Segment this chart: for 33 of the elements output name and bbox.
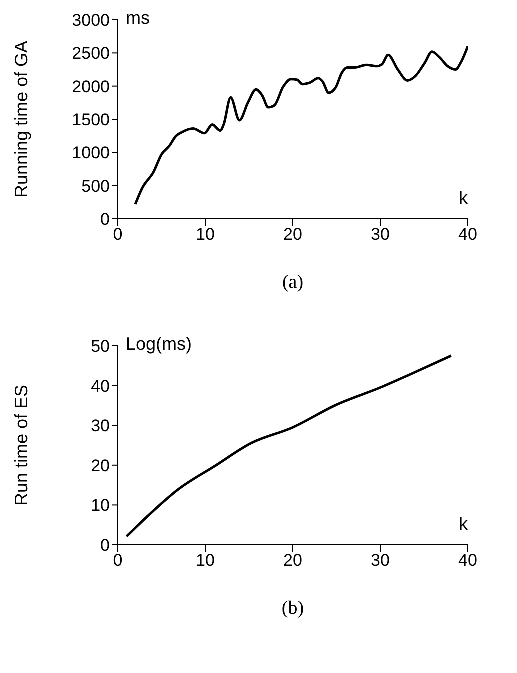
- x-tick-label: 0: [113, 225, 123, 244]
- x-tick-label: 40: [458, 551, 478, 570]
- y-tick-label: 10: [91, 496, 110, 516]
- text: (b): [280, 598, 306, 620]
- y-tick-label: 1000: [72, 144, 110, 163]
- y-tick-label: 0: [100, 210, 110, 230]
- x-tick-label: 10: [196, 551, 215, 570]
- x-tick-label: 30: [371, 225, 390, 244]
- line-series: [126, 354, 453, 538]
- x-tick-label: 20: [284, 551, 302, 570]
- y-tick-label: 3000: [72, 11, 110, 30]
- x-tick-label: 0: [113, 551, 123, 570]
- y-tick-label: 2500: [72, 44, 110, 64]
- x-tick-label: 10: [196, 225, 215, 244]
- x-axis-title: k: [459, 188, 468, 209]
- annotation: ms: [126, 8, 150, 29]
- annotation: Log(ms): [126, 334, 192, 355]
- y-tick-label: 2000: [72, 77, 110, 96]
- y-tick-label: 40: [91, 376, 110, 396]
- x-tick-label: 40: [458, 225, 478, 244]
- y-tick-label: 0: [100, 536, 110, 556]
- y-tick-label: 20: [91, 456, 110, 476]
- y-tick-label: 1500: [72, 110, 110, 130]
- x-tick-label: 30: [371, 551, 390, 570]
- text: (a): [281, 272, 305, 294]
- y-tick-label: 30: [91, 416, 110, 436]
- y-tick-label: 50: [91, 337, 110, 356]
- line-series: [134, 45, 468, 206]
- y-tick-label: 500: [82, 176, 110, 196]
- y-axis-title: Run time of ES: [11, 384, 32, 506]
- x-tick-label: 20: [284, 225, 302, 244]
- x-axis-title: k: [459, 514, 468, 535]
- y-axis-title: Running time of GA: [11, 40, 32, 198]
